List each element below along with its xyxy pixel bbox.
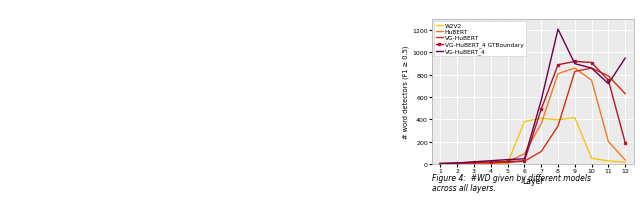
VG-HuBERT_4 GTBoundary — [621, 142, 629, 144]
W2V2 — [453, 163, 461, 165]
VG-HuBERT_4 — [554, 29, 562, 31]
VG-HuBERT_4 GTBoundary — [504, 160, 511, 163]
HuBERT — [453, 163, 461, 165]
W2V2 — [538, 117, 545, 120]
Y-axis label: # word detectors (F1 ≥ 0.5): # word detectors (F1 ≥ 0.5) — [403, 45, 410, 139]
W2V2 — [621, 161, 629, 164]
HuBERT — [588, 80, 595, 82]
VG-HuBERT_4 — [453, 162, 461, 164]
HuBERT — [487, 162, 495, 164]
VG-HuBERT_4 — [605, 83, 612, 85]
VG-HuBERT_4 — [504, 159, 511, 161]
VG-HuBERT_4 — [621, 58, 629, 60]
W2V2 — [520, 121, 528, 123]
VG-HuBERT_4 — [538, 100, 545, 102]
VG-HuBERT_4 GTBoundary — [571, 61, 579, 63]
VG-HuBERT_4 GTBoundary — [538, 109, 545, 111]
Line: VG-HuBERT_4 GTBoundary: VG-HuBERT_4 GTBoundary — [439, 61, 627, 165]
VG-HuBERT — [605, 75, 612, 78]
HuBERT — [470, 163, 478, 165]
VG-HuBERT — [504, 161, 511, 164]
HuBERT — [621, 159, 629, 161]
VG-HuBERT — [538, 151, 545, 153]
VG-HuBERT_4 — [588, 68, 595, 70]
HuBERT — [554, 73, 562, 75]
Line: VG-HuBERT: VG-HuBERT — [440, 69, 625, 164]
Line: W2V2: W2V2 — [440, 118, 625, 164]
VG-HuBERT — [520, 160, 528, 162]
VG-HuBERT_4 GTBoundary — [554, 64, 562, 67]
VG-HuBERT_4 GTBoundary — [588, 62, 595, 64]
VG-HuBERT — [621, 93, 629, 95]
VG-HuBERT_4 GTBoundary — [605, 80, 612, 82]
HuBERT — [538, 123, 545, 125]
VG-HuBERT — [470, 162, 478, 164]
VG-HuBERT_4 — [436, 163, 444, 165]
VG-HuBERT_4 GTBoundary — [520, 160, 528, 162]
VG-HuBERT — [554, 125, 562, 128]
VG-HuBERT_4 GTBoundary — [436, 163, 444, 165]
W2V2 — [571, 117, 579, 119]
VG-HuBERT_4 — [487, 160, 495, 162]
HuBERT — [436, 163, 444, 165]
VG-HuBERT_4 — [520, 158, 528, 160]
HuBERT — [520, 153, 528, 155]
Text: Figure 4:  #WD given by different models
across all layers.: Figure 4: #WD given by different models … — [432, 173, 591, 192]
VG-HuBERT_4 — [571, 63, 579, 66]
W2V2 — [436, 163, 444, 165]
VG-HuBERT — [571, 71, 579, 73]
Line: HuBERT: HuBERT — [440, 69, 625, 164]
Line: VG-HuBERT_4: VG-HuBERT_4 — [440, 30, 625, 164]
Legend: W2V2, HuBERT, VG-HuBERT, VG-HuBERT_4 GTBoundary, VG-HuBERT_4: W2V2, HuBERT, VG-HuBERT, VG-HuBERT_4 GTB… — [434, 22, 525, 57]
VG-HuBERT — [487, 162, 495, 164]
HuBERT — [571, 68, 579, 70]
W2V2 — [554, 119, 562, 121]
VG-HuBERT_4 GTBoundary — [487, 161, 495, 163]
VG-HuBERT_4 GTBoundary — [453, 162, 461, 164]
HuBERT — [605, 141, 612, 143]
W2V2 — [470, 163, 478, 165]
VG-HuBERT — [453, 163, 461, 165]
VG-HuBERT_4 — [470, 161, 478, 163]
W2V2 — [504, 162, 511, 165]
VG-HuBERT — [588, 68, 595, 70]
VG-HuBERT_4 GTBoundary — [470, 161, 478, 164]
W2V2 — [588, 157, 595, 160]
VG-HuBERT — [436, 163, 444, 165]
W2V2 — [605, 160, 612, 162]
X-axis label: Layer: Layer — [522, 176, 543, 185]
W2V2 — [487, 163, 495, 165]
HuBERT — [504, 161, 511, 163]
